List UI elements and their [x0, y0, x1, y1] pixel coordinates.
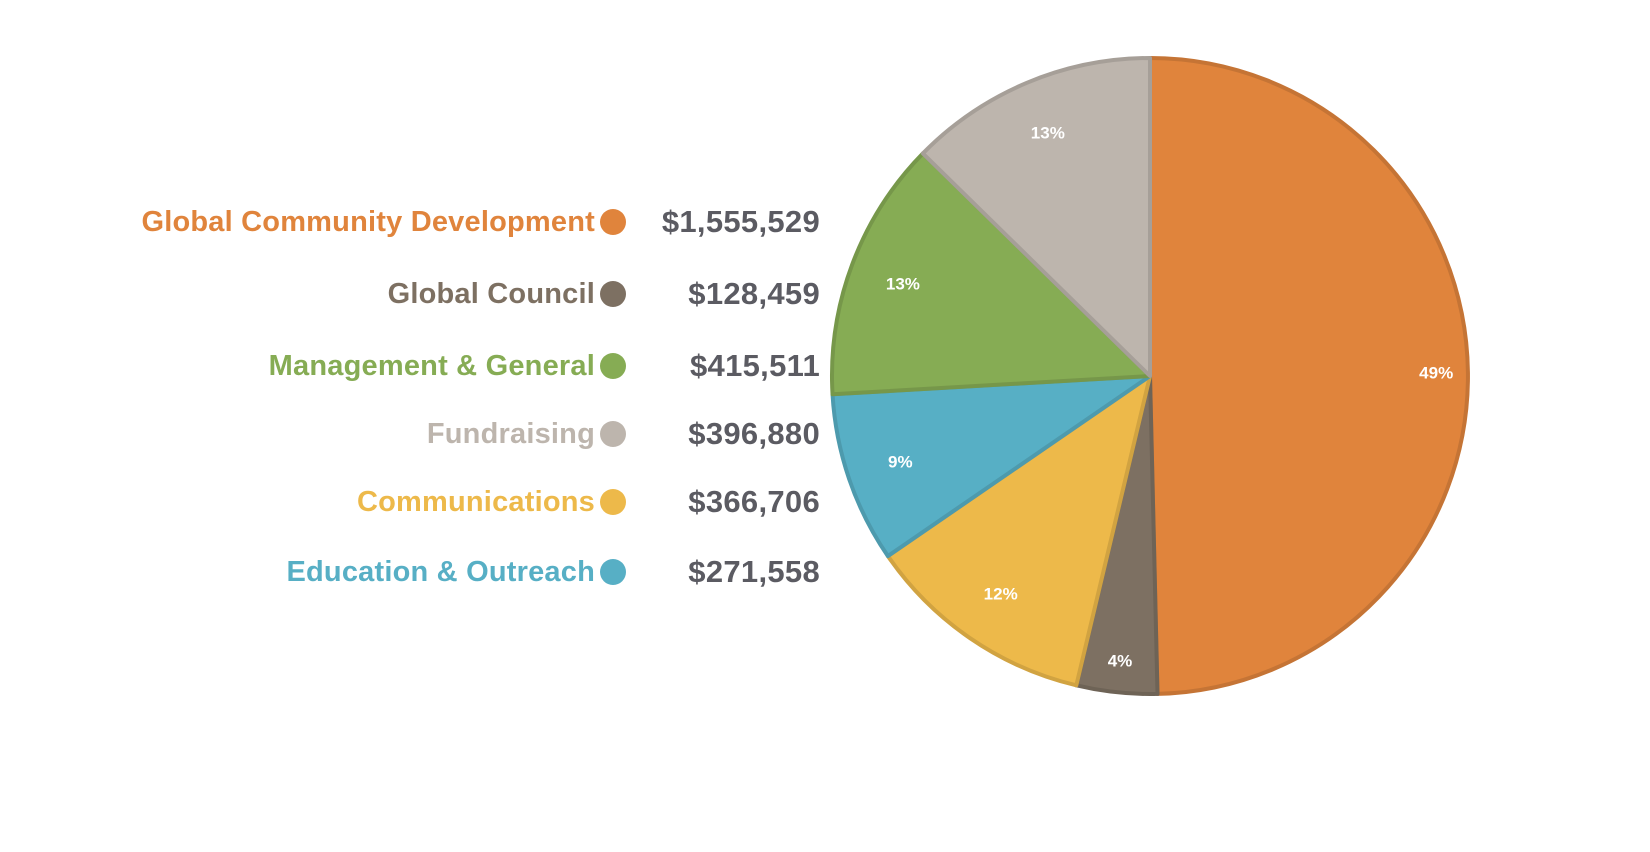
pie-slice-management-general — [830, 151, 1152, 397]
legend-color-dot — [600, 421, 626, 447]
pie-percent-label-management-general: 13% — [886, 274, 920, 293]
chart-legend: Global Community Development $1,555,529 … — [0, 200, 860, 594]
legend-item-fundraising: Fundraising $396,880 — [0, 412, 860, 456]
legend-amount: $1,555,529 — [661, 204, 820, 239]
legend-color-dot — [600, 281, 626, 307]
legend-label: Global Council — [387, 278, 595, 310]
legend-label: Global Community Development — [141, 206, 595, 238]
legend-label: Fundraising — [426, 418, 595, 450]
legend-amount: $271,558 — [688, 554, 820, 589]
legend-amount: $415,511 — [690, 348, 820, 383]
legend-color-dot — [600, 209, 626, 235]
legend-item-global-council: Global Council $128,459 — [0, 272, 860, 316]
pie-percent-label-education-outreach: 9% — [888, 453, 913, 472]
legend-amount: $366,706 — [688, 484, 820, 519]
pie-slice-communications — [885, 374, 1152, 688]
pie-percent-label-communications: 12% — [984, 585, 1018, 604]
legend-item-management-general: Management & General $415,511 — [0, 344, 860, 388]
pie-slice-global-community-development — [1148, 56, 1470, 696]
pie-percent-label-fundraising: 13% — [1031, 124, 1065, 143]
pie-slice-fundraising — [920, 56, 1152, 378]
legend-color-dot — [600, 559, 626, 585]
pie-percent-label-global-council: 4% — [1108, 652, 1133, 671]
legend-amount: $396,880 — [688, 416, 820, 451]
legend-color-dot — [600, 353, 626, 379]
legend-item-global-community-development: Global Community Development $1,555,529 — [0, 200, 860, 244]
legend-item-education-outreach: Education & Outreach $271,558 — [0, 550, 860, 594]
pie-percent-label-global-community-development: 49% — [1419, 364, 1453, 383]
legend-item-communications: Communications $366,706 — [0, 480, 860, 524]
legend-color-dot — [600, 489, 626, 515]
legend-label: Communications — [356, 486, 595, 518]
pie-slice-education-outreach — [830, 374, 1152, 559]
legend-label: Education & Outreach — [286, 556, 595, 588]
legend-amount: $128,459 — [688, 276, 820, 311]
legend-label: Management & General — [268, 350, 595, 382]
